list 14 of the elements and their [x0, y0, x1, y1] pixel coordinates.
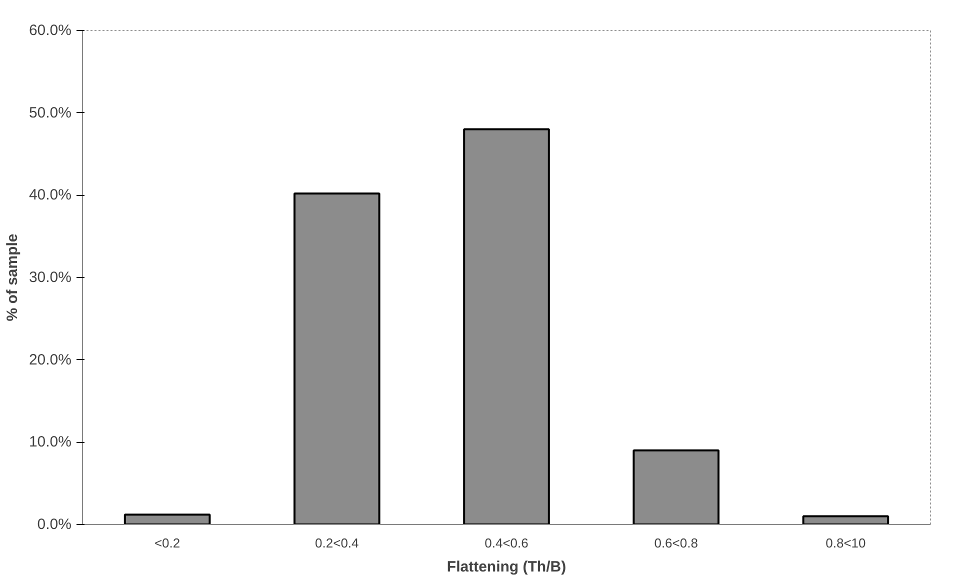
x-tick-label: 0.8<10	[826, 536, 866, 550]
x-axis-title: Flattening (Th/B)	[446, 558, 566, 576]
y-tick-label: 40.0%	[28, 186, 72, 204]
y-tick-label: 20.0%	[28, 351, 72, 368]
y-tick-label: 60.0%	[28, 22, 72, 39]
y-axis-title: % of sample	[4, 234, 21, 322]
y-tick-label: 0.0%	[37, 516, 72, 533]
y-tick-label: 10.0%	[28, 434, 72, 451]
x-tick-label: <0.2	[154, 536, 180, 550]
y-tick-label: 50.0%	[28, 104, 72, 122]
x-tick-label: 0.2<0.4	[315, 536, 359, 550]
x-tick-label: 0.6<0.8	[654, 536, 698, 550]
x-tick-label: 0.4<0.6	[484, 536, 528, 550]
y-tick-label: 30.0%	[28, 269, 72, 286]
